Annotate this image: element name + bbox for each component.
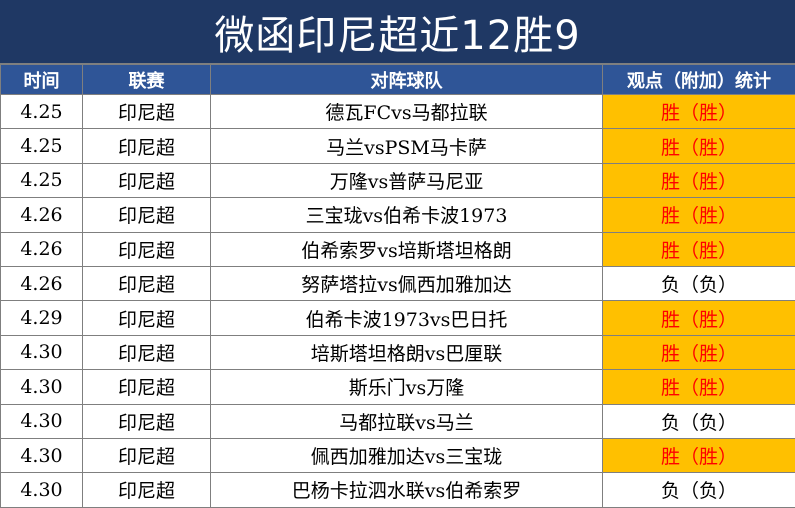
date-cell: 4.25 — [0, 93, 83, 130]
date-cell: 4.30 — [0, 334, 83, 371]
league-cell: 印尼超 — [82, 231, 211, 267]
match-cell: 三宝珑vs伯希卡波1973 — [210, 197, 603, 233]
results-body: 4.25 印尼超 德瓦FCvs马都拉联 胜（胜） 4.25 印尼超 马兰vsPSM马卡萨 胜（… — [0, 93, 795, 508]
header-match: 对阵球队 — [210, 64, 603, 95]
opinion-cell: 胜（胜） — [602, 437, 795, 474]
table-row: 4.30 印尼超 巴杨卡拉泗水联vs伯希索罗 负（负） — [0, 472, 795, 508]
table-row: 4.30 印尼超 培斯塔坦格朗vs巴厘联 胜（胜） — [0, 334, 795, 371]
match-cell: 努萨塔拉vs佩西加雅加达 — [210, 265, 603, 302]
table-row: 4.26 印尼超 三宝珑vs伯希卡波1973 胜（胜） — [0, 197, 795, 233]
date-cell: 4.29 — [0, 300, 83, 336]
league-cell: 印尼超 — [82, 403, 211, 439]
opinion-cell: 胜（胜） — [602, 300, 795, 336]
league-cell: 印尼超 — [82, 162, 211, 199]
date-cell: 4.26 — [0, 197, 83, 233]
match-cell: 德瓦FCvs马都拉联 — [210, 93, 603, 130]
date-cell: 4.26 — [0, 265, 83, 302]
opinion-cell: 胜（胜） — [602, 128, 795, 164]
date-cell: 4.25 — [0, 128, 83, 164]
table-row: 4.26 印尼超 伯希索罗vs培斯塔坦格朗 胜（胜） — [0, 231, 795, 267]
results-table: 时间 联赛 对阵球队 观点（附加）统计 4.25 印尼超 德瓦FCvs马都拉联 胜（胜… — [0, 64, 795, 508]
match-cell: 马兰vsPSM马卡萨 — [210, 128, 603, 164]
opinion-cell: 胜（胜） — [602, 231, 795, 267]
league-cell: 印尼超 — [82, 265, 211, 302]
league-cell: 印尼超 — [82, 334, 211, 371]
match-cell: 马都拉联vs马兰 — [210, 403, 603, 439]
table-row: 4.25 印尼超 马兰vsPSM马卡萨 胜（胜） — [0, 128, 795, 164]
opinion-cell: 负（负） — [602, 472, 795, 508]
league-cell: 印尼超 — [82, 93, 211, 130]
table-row: 4.30 印尼超 马都拉联vs马兰 负（负） — [0, 403, 795, 439]
table-row: 4.30 印尼超 斯乐门vs万隆 胜（胜） — [0, 369, 795, 405]
table-row: 4.25 印尼超 德瓦FCvs马都拉联 胜（胜） — [0, 93, 795, 130]
table-row: 4.26 印尼超 努萨塔拉vs佩西加雅加达 负（负） — [0, 265, 795, 302]
league-cell: 印尼超 — [82, 197, 211, 233]
match-cell: 佩西加雅加达vs三宝珑 — [210, 437, 603, 474]
date-cell: 4.30 — [0, 472, 83, 508]
opinion-cell: 胜（胜） — [602, 369, 795, 405]
sheet-title: 微函印尼超近12胜9 — [0, 0, 795, 64]
opinion-cell: 胜（胜） — [602, 93, 795, 130]
league-cell: 印尼超 — [82, 472, 211, 508]
match-cell: 培斯塔坦格朗vs巴厘联 — [210, 334, 603, 371]
league-cell: 印尼超 — [82, 128, 211, 164]
header-row: 时间 联赛 对阵球队 观点（附加）统计 — [0, 64, 795, 95]
date-cell: 4.26 — [0, 231, 83, 267]
table-row: 4.25 印尼超 万隆vs普萨马尼亚 胜（胜） — [0, 162, 795, 199]
match-cell: 伯希索罗vs培斯塔坦格朗 — [210, 231, 603, 267]
date-cell: 4.25 — [0, 162, 83, 199]
date-cell: 4.30 — [0, 437, 83, 474]
header-league: 联赛 — [82, 64, 211, 95]
league-cell: 印尼超 — [82, 437, 211, 474]
match-cell: 伯希卡波1973vs巴日托 — [210, 300, 603, 336]
opinion-cell: 负（负） — [602, 265, 795, 302]
date-cell: 4.30 — [0, 369, 83, 405]
match-cell: 万隆vs普萨马尼亚 — [210, 162, 603, 199]
opinion-cell: 胜（胜） — [602, 334, 795, 371]
league-cell: 印尼超 — [82, 300, 211, 336]
header-time: 时间 — [0, 64, 83, 95]
table-row: 4.30 印尼超 佩西加雅加达vs三宝珑 胜（胜） — [0, 437, 795, 474]
header-opinion: 观点（附加）统计 — [602, 64, 795, 95]
match-cell: 斯乐门vs万隆 — [210, 369, 603, 405]
opinion-cell: 胜（胜） — [602, 197, 795, 233]
table-row: 4.29 印尼超 伯希卡波1973vs巴日托 胜（胜） — [0, 300, 795, 336]
opinion-cell: 胜（胜） — [602, 162, 795, 199]
opinion-cell: 负（负） — [602, 403, 795, 439]
league-cell: 印尼超 — [82, 369, 211, 405]
match-cell: 巴杨卡拉泗水联vs伯希索罗 — [210, 472, 603, 508]
date-cell: 4.30 — [0, 403, 83, 439]
